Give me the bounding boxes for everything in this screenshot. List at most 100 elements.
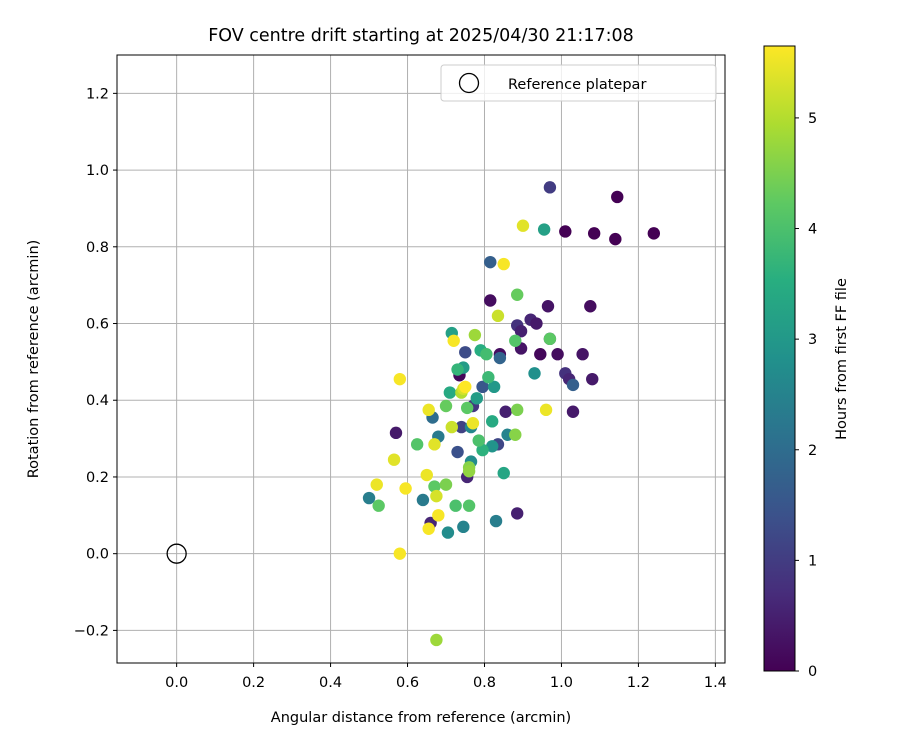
data-point (611, 190, 624, 204)
data-point (447, 334, 460, 347)
y-tick-label: 0.8 (86, 240, 109, 256)
data-point (439, 478, 453, 491)
colorbar-tick-label: 0 (808, 664, 817, 680)
data-point (559, 225, 572, 238)
data-point (482, 371, 495, 384)
data-point (539, 403, 553, 417)
y-tick-label: 0.0 (86, 547, 109, 563)
data-point (511, 288, 524, 301)
colorbar-tick-label: 3 (808, 332, 817, 348)
colorbar-label: Hours from first FF file (834, 278, 850, 440)
x-tick-label: 1.0 (550, 675, 573, 691)
data-point (514, 324, 528, 338)
y-axis-ticks: −0.2 0.0 0.2 0.4 0.6 0.8 1.0 1.2 (74, 86, 117, 639)
x-tick-label: 0.6 (396, 675, 419, 691)
colorbar-gradient (763, 45, 796, 672)
data-point (543, 332, 557, 346)
x-tick-label: 0.0 (165, 675, 188, 691)
data-point (493, 351, 507, 365)
data-point (370, 478, 383, 491)
data-point (455, 420, 468, 434)
data-point (430, 489, 443, 503)
data-point (584, 300, 597, 313)
y-tick-label: 1.2 (86, 86, 109, 102)
x-tick-label: 1.4 (704, 675, 727, 691)
data-point (466, 417, 480, 430)
data-point (460, 401, 474, 415)
data-point (443, 386, 457, 399)
y-tick-label: −0.2 (74, 623, 109, 639)
data-point (566, 405, 580, 418)
data-point (489, 514, 503, 528)
data-point (537, 223, 551, 236)
colorbar-tick-label: 1 (808, 553, 817, 569)
data-point (439, 399, 453, 413)
y-tick-label: 0.6 (86, 317, 109, 333)
reference-point-marker (166, 543, 187, 564)
data-point (457, 520, 470, 534)
data-point (472, 434, 485, 447)
data-point (587, 227, 601, 240)
data-point (586, 372, 599, 386)
legend-entry-label: Reference platepar (508, 77, 646, 93)
reference-point-group (166, 543, 187, 564)
legend-box (440, 64, 717, 102)
y-axis-label: Rotation from reference (arcmin) (26, 240, 42, 479)
data-point (387, 453, 401, 466)
data-point (551, 348, 564, 361)
data-point (566, 378, 580, 392)
x-axis-ticks: 0.0 0.2 0.4 0.6 0.8 1.0 1.2 1.4 (165, 663, 727, 691)
y-tick-label: 1.0 (86, 163, 109, 179)
data-point (372, 499, 385, 512)
colorbar: 0 1 2 3 4 5 Hours from first FF file (763, 45, 850, 680)
data-point (609, 232, 622, 246)
data-point (393, 547, 407, 560)
data-point (530, 317, 543, 330)
x-tick-label: 0.8 (473, 675, 496, 691)
data-point (468, 328, 482, 342)
data-point (516, 219, 530, 232)
data-point (399, 482, 412, 495)
data-point (534, 348, 547, 361)
data-point (491, 309, 505, 323)
data-point (410, 438, 424, 451)
data-point (416, 493, 430, 507)
colorbar-tick-label: 4 (808, 222, 817, 238)
data-point (509, 428, 522, 441)
data-point (445, 420, 458, 434)
data-point (476, 443, 489, 457)
x-axis-label: Angular distance from reference (arcmin) (271, 710, 571, 726)
data-point (484, 255, 497, 269)
data-point (422, 522, 435, 535)
data-point (428, 438, 441, 451)
data-point (459, 380, 472, 394)
data-point (511, 403, 524, 417)
y-tick-label: 0.4 (86, 393, 109, 409)
data-point (480, 348, 493, 361)
y-tick-label: 0.2 (86, 470, 109, 486)
data-point (432, 509, 445, 522)
data-point (485, 440, 499, 453)
data-point (497, 466, 510, 480)
data-point (484, 294, 497, 307)
x-tick-label: 0.2 (242, 675, 265, 691)
data-point (451, 445, 464, 459)
colorbar-tick-label: 5 (808, 111, 817, 127)
data-points (362, 181, 661, 647)
data-point (393, 372, 407, 386)
colorbar-ticks: 0 1 2 3 4 5 (795, 111, 817, 680)
data-point (462, 499, 476, 512)
data-point (451, 363, 464, 376)
data-point (430, 633, 443, 647)
data-point (499, 405, 512, 418)
data-point (389, 426, 403, 440)
x-tick-label: 1.2 (627, 675, 650, 691)
data-point (449, 499, 462, 512)
data-point (576, 348, 589, 361)
data-point (462, 465, 476, 478)
data-point (441, 526, 455, 539)
plot-frame (116, 54, 726, 664)
data-point (422, 403, 435, 417)
chart-title: FOV centre drift starting at 2025/04/30 … (208, 26, 634, 46)
